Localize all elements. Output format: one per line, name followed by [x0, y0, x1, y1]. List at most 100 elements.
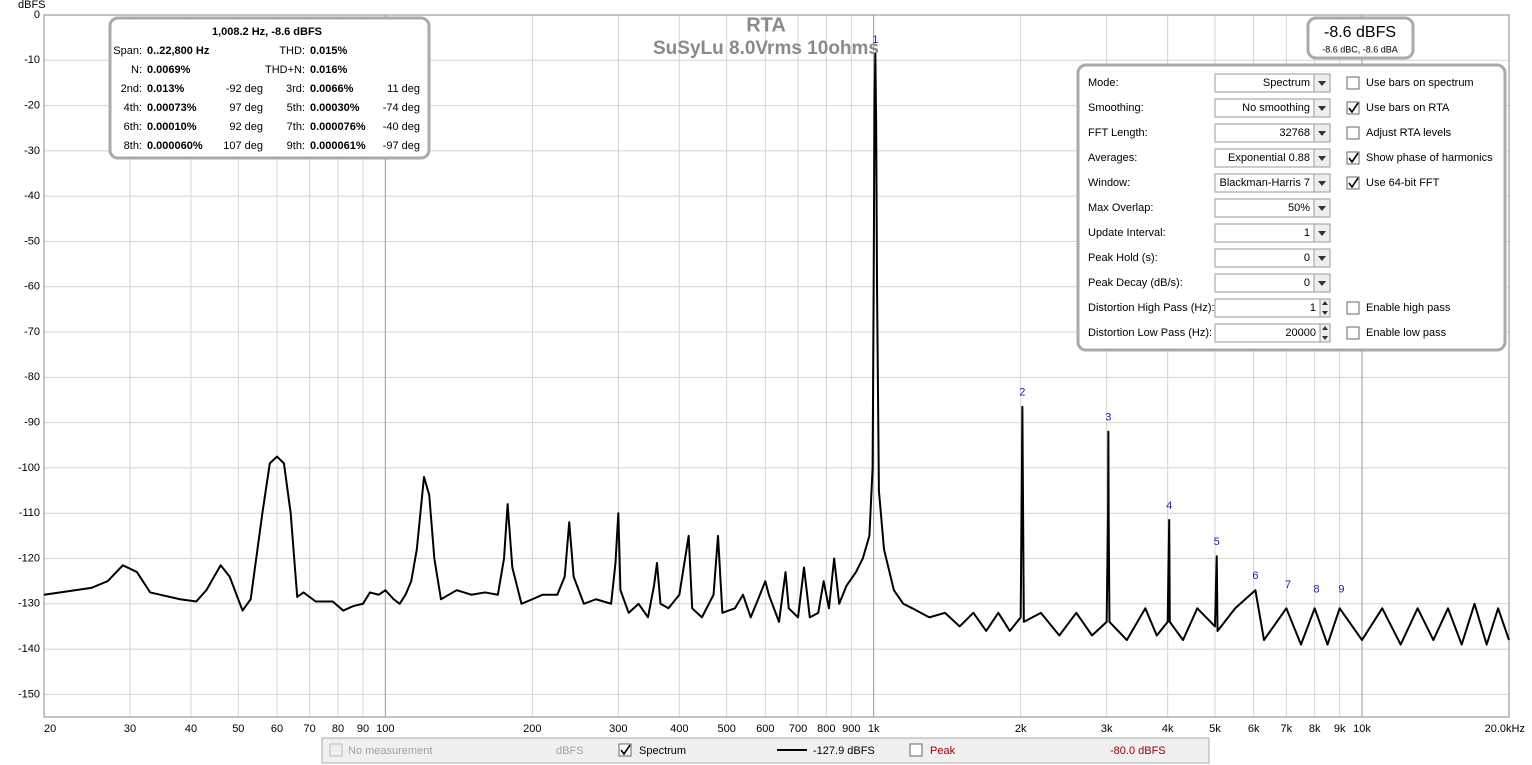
x-tick-label: 7k: [1281, 723, 1293, 735]
spectrum-line: [43, 52, 1510, 646]
field-label: Peak Decay (dB/s):: [1088, 277, 1183, 289]
x-tick-label: 400: [670, 723, 688, 735]
info-cell: 0.016%: [310, 64, 348, 76]
info-cell: 0.000060%: [147, 140, 203, 152]
info-cell: THD:: [279, 45, 305, 57]
checkmark: [1348, 177, 1359, 189]
checkbox[interactable]: [1346, 126, 1360, 140]
settings-panel: Mode: Spectrum Smoothing: No smoothing FFT L…: [1076, 63, 1507, 352]
field-value: 1: [1304, 227, 1310, 239]
x-tick-label: 90: [357, 723, 369, 735]
legend-unit: dBFS: [556, 745, 584, 757]
info-cell: 7th:: [287, 121, 305, 133]
info-cell: N:: [131, 64, 142, 76]
info-cell: -97 deg: [383, 140, 420, 152]
y-tick-label: -150: [18, 688, 40, 700]
info-cell: 3rd:: [286, 83, 305, 95]
field-value: 1: [1310, 302, 1316, 314]
info-cell: 2nd:: [121, 83, 142, 95]
legend-value: -127.9 dBFS: [813, 745, 875, 757]
info-cell: 6th:: [124, 121, 142, 133]
info-cell: 92 deg: [229, 121, 263, 133]
y-tick-label: -10: [24, 54, 40, 66]
info-cell: -74 deg: [383, 102, 420, 114]
x-tick-label: 600: [756, 723, 774, 735]
y-tick-label: -60: [24, 281, 40, 293]
y-tick-label: -90: [24, 417, 40, 429]
x-tick-label: 2k: [1015, 723, 1027, 735]
info-header: 1,008.2 Hz, -8.6 dBFS: [212, 26, 322, 38]
checkbox-label: Show phase of harmonics: [1366, 152, 1493, 164]
legend-value: -80.0 dBFS: [1110, 745, 1166, 757]
y-tick-label: -70: [24, 326, 40, 338]
chart-title: RTA: [746, 14, 786, 36]
field-label: Peak Hold (s):: [1088, 252, 1158, 264]
info-cell: 0.00030%: [310, 102, 360, 114]
info-cell: 97 deg: [229, 102, 263, 114]
field-value: 0: [1304, 277, 1310, 289]
dropdown-arrow: [1318, 231, 1326, 236]
x-tick-label: 100: [376, 723, 394, 735]
y-axis-label: dBFS: [18, 0, 46, 11]
field-value: 32768: [1279, 127, 1310, 139]
dropdown-arrow: [1318, 106, 1326, 111]
x-tick-label: 9k: [1334, 723, 1346, 735]
field-box[interactable]: [1214, 298, 1321, 318]
field-box[interactable]: [1214, 248, 1315, 268]
harmonic-label: 9: [1338, 584, 1344, 596]
checkbox[interactable]: [1346, 301, 1360, 315]
legend-label: Peak: [930, 745, 956, 757]
field-label: Distortion Low Pass (Hz):: [1088, 327, 1212, 339]
field-value: 20000: [1285, 327, 1316, 339]
x-tick-label: 60: [271, 723, 283, 735]
harmonic-label: 3: [1105, 412, 1111, 424]
x-tick-label: 4k: [1162, 723, 1174, 735]
x-tick-label: 200: [523, 723, 541, 735]
checkbox-label: Use bars on RTA: [1366, 102, 1450, 114]
harmonic-label: 1: [872, 34, 878, 46]
field-value: Spectrum: [1263, 77, 1310, 89]
field-box[interactable]: [1214, 223, 1315, 243]
spin-button[interactable]: [1319, 298, 1331, 318]
field-value: 0: [1304, 252, 1310, 264]
legend-label: Spectrum: [639, 745, 686, 757]
dropdown-arrow: [1318, 256, 1326, 261]
x-tick-label: 1k: [868, 723, 880, 735]
checkbox[interactable]: [909, 743, 923, 757]
spin-button[interactable]: [1319, 323, 1331, 343]
x-tick-label: 50: [232, 723, 244, 735]
dropdown-arrow: [1318, 156, 1326, 161]
field-label: FFT Length:: [1088, 127, 1148, 139]
x-tick-label: 20.0kHz: [1485, 723, 1525, 735]
checkbox-label: Enable high pass: [1366, 302, 1451, 314]
field-box[interactable]: [1214, 273, 1315, 293]
field-label: Mode:: [1088, 77, 1119, 89]
plot-frame: [43, 14, 1510, 718]
x-tick-label: 800: [817, 723, 835, 735]
y-tick-label: -80: [24, 371, 40, 383]
info-cell: -92 deg: [226, 83, 263, 95]
info-box: 1,008.2 Hz, -8.6 dBFS Span: 0..22,800 Hz T…: [108, 16, 431, 160]
info-cell: Span:: [113, 45, 142, 57]
checkbox-label: Use 64-bit FFT: [1366, 177, 1440, 189]
info-cell: 0.0066%: [310, 83, 354, 95]
y-tick-label: -140: [18, 643, 40, 655]
legend-frame: [321, 737, 1210, 764]
info-cell: 0.015%: [310, 45, 348, 57]
checkbox[interactable]: [1346, 76, 1360, 90]
checkbox[interactable]: [329, 743, 343, 757]
y-tick-label: -20: [24, 99, 40, 111]
spin-arrows: [1322, 301, 1328, 315]
harmonic-label: 6: [1252, 570, 1258, 582]
field-label: Max Overlap:: [1088, 202, 1153, 214]
y-tick-label: -40: [24, 190, 40, 202]
info-cell: 0.000076%: [310, 121, 366, 133]
x-tick-label: 3k: [1101, 723, 1113, 735]
x-tick-label: 10k: [1353, 723, 1371, 735]
x-tick-label: 30: [124, 723, 136, 735]
y-tick-label: -30: [24, 145, 40, 157]
info-cell: THD+N:: [265, 64, 305, 76]
checkbox[interactable]: [1346, 326, 1360, 340]
info-cell: 4th:: [124, 102, 142, 114]
